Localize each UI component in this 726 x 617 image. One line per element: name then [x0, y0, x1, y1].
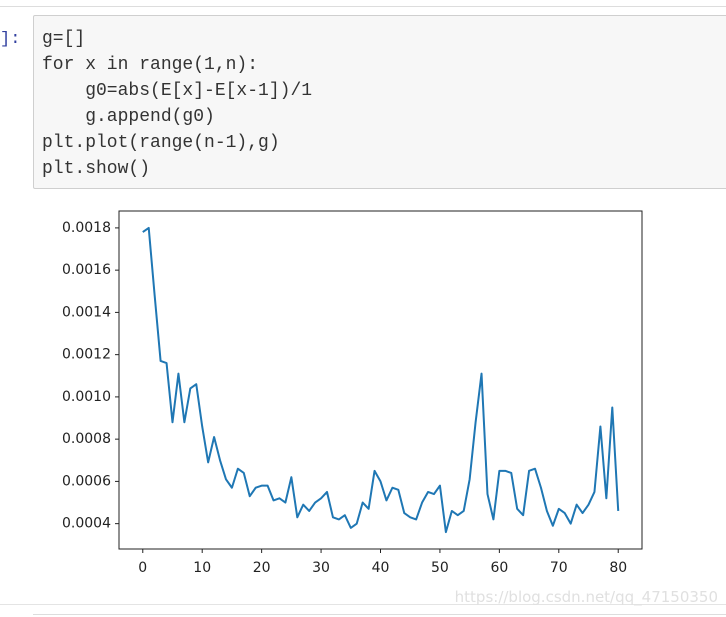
y-tick-label: 0.0004 — [62, 516, 111, 532]
x-tick-label: 10 — [193, 560, 211, 576]
watermark: https://blog.csdn.net/qq_47150350 — [454, 588, 718, 606]
y-tick-label: 0.0008 — [62, 431, 111, 447]
x-tick-label: 20 — [253, 560, 271, 576]
y-tick-label: 0.0010 — [62, 389, 111, 405]
y-tick-label: 0.0006 — [62, 473, 111, 489]
x-tick-label: 60 — [490, 560, 508, 576]
separator — [33, 614, 726, 615]
separator — [0, 604, 726, 605]
y-tick-label: 0.0018 — [62, 220, 111, 236]
code-line: for x in range(1,n): — [42, 55, 259, 75]
y-tick-label: 0.0012 — [62, 347, 111, 363]
x-tick-label: 30 — [312, 560, 330, 576]
code-line: plt.plot(range(n-1),g) — [42, 133, 280, 153]
plot-frame — [118, 210, 643, 550]
x-tick-label: 50 — [431, 560, 449, 576]
x-tick-label: 80 — [609, 560, 627, 576]
code-line: plt.show() — [42, 159, 151, 179]
code: g=[] for x in range(1,n): g0=abs(E[x]-E[x… — [42, 26, 312, 182]
x-tick-label: 70 — [550, 560, 568, 576]
x-tick-label: 40 — [372, 560, 390, 576]
code-line: g0=abs(E[x]-E[x-1])/1 — [42, 81, 313, 101]
cell-prompt: ]: — [0, 30, 21, 49]
separator — [0, 6, 726, 7]
code-cell[interactable]: g=[] for x in range(1,n): g0=abs(E[x]-E[x… — [33, 15, 726, 189]
x-tick-label: 0 — [138, 560, 147, 576]
y-tick-label: 0.0014 — [62, 304, 111, 320]
code-line: g=[] — [42, 29, 86, 49]
code-line: g.append(g0) — [42, 107, 215, 127]
y-tick-label: 0.0016 — [62, 262, 111, 278]
line — [142, 226, 620, 534]
